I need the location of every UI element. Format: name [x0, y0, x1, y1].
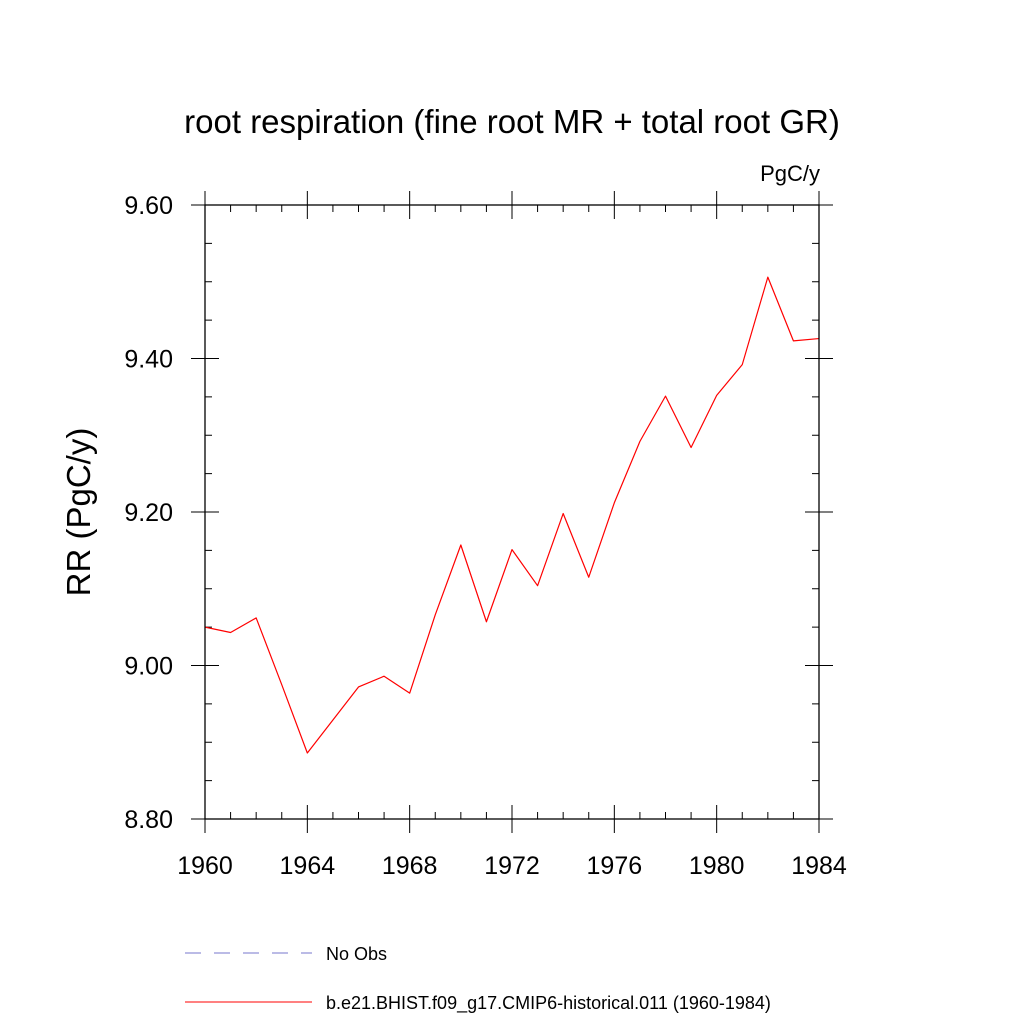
x-tick-label: 1972 — [484, 852, 540, 880]
x-tick-label: 1968 — [382, 852, 438, 880]
y-axis-label: RR (PgC/y) — [60, 428, 97, 597]
chart-title: root respiration (fine root MR + total r… — [184, 103, 840, 140]
plot-frame — [204, 204, 820, 820]
x-tick-label: 1984 — [791, 852, 847, 880]
legend-label: No Obs — [326, 944, 387, 964]
y-tick-label: 9.60 — [124, 192, 173, 220]
y-tick-label: 9.00 — [124, 653, 173, 681]
x-tick-label: 1964 — [280, 852, 336, 880]
y-tick-label: 9.20 — [124, 499, 173, 527]
legend: No Obs b.e21.BHIST.f09_g17.CMIP6-historic… — [185, 944, 771, 1014]
x-tick-label: 1980 — [689, 852, 745, 880]
axis-ticks: 1960 1964 1968 1972 1976 1980 1984 8.80 9.00 9.20… — [124, 191, 847, 880]
series-line — [204, 276, 820, 754]
plot-area — [204, 276, 820, 754]
units-label: PgC/y — [760, 161, 820, 186]
x-tick-label: 1976 — [587, 852, 643, 880]
y-tick-label: 8.80 — [124, 806, 173, 834]
x-tick-label: 1960 — [177, 852, 233, 880]
y-tick-label: 9.40 — [124, 346, 173, 374]
legend-label: b.e21.BHIST.f09_g17.CMIP6-historical.011… — [326, 993, 771, 1014]
